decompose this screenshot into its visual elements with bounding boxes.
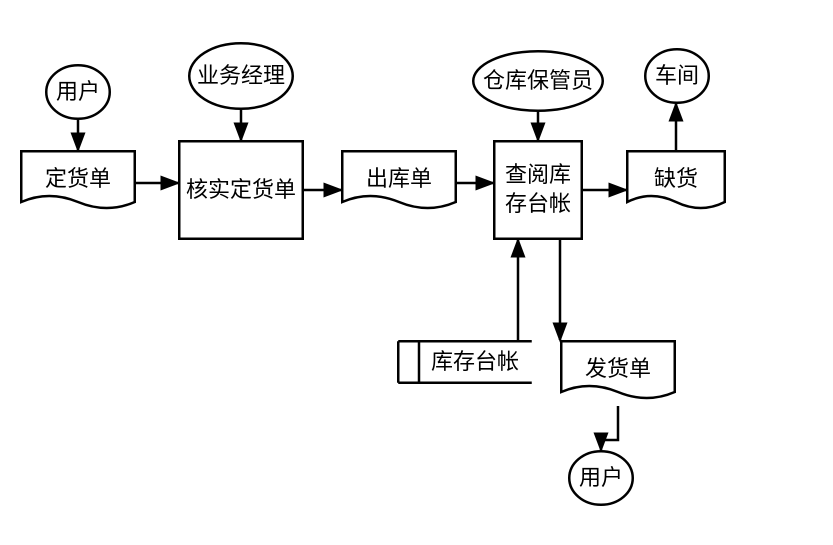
node-label-check: 查阅库存台帐 (493, 161, 583, 218)
node-manager: 业务经理 (188, 42, 294, 110)
node-label-user1: 用户 (50, 78, 106, 107)
node-order: 定货单 (20, 150, 136, 216)
node-label-verify: 核实定货单 (180, 176, 302, 205)
node-outbound: 出库单 (341, 150, 457, 216)
node-user1: 用户 (45, 64, 111, 120)
node-workshop: 车间 (644, 48, 710, 104)
node-delivery: 发货单 (560, 340, 676, 406)
node-label-delivery: 发货单 (579, 355, 657, 384)
node-label-user2: 用户 (573, 464, 629, 493)
node-ledger: 库存台帐 (397, 340, 533, 384)
node-keeper: 仓库保管员 (472, 50, 604, 112)
node-user2: 用户 (568, 450, 634, 506)
node-label-order: 定货单 (39, 165, 117, 194)
node-label-manager: 业务经理 (191, 62, 291, 91)
node-label-workshop: 车间 (649, 62, 705, 91)
node-check: 查阅库存台帐 (493, 140, 583, 240)
node-label-ledger: 库存台帐 (405, 348, 525, 377)
node-label-outbound: 出库单 (360, 165, 438, 194)
node-verify: 核实定货单 (178, 140, 304, 240)
node-shortage: 缺货 (626, 150, 726, 216)
node-label-keeper: 仓库保管员 (477, 67, 599, 96)
edge-delivery-to-user2 (601, 406, 618, 450)
node-label-shortage: 缺货 (648, 165, 704, 194)
